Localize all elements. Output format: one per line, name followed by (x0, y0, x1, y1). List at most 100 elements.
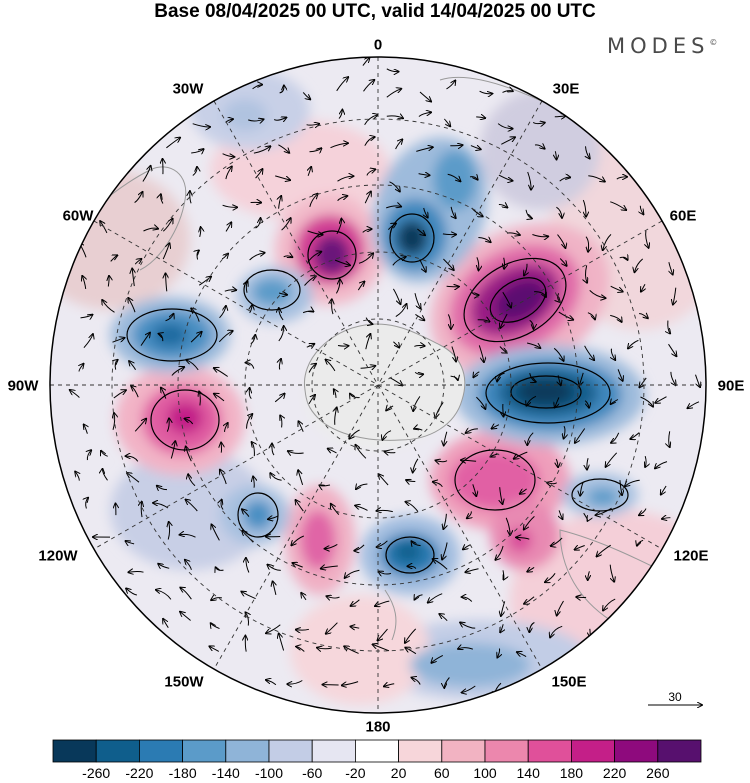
antarctica-outline (303, 323, 466, 441)
wind-arrow (575, 546, 585, 550)
wind-arrow (529, 372, 536, 382)
wind-arrow (688, 401, 700, 408)
wind-arrow (200, 227, 201, 238)
colorbar-label: 20 (390, 765, 407, 781)
colorbar-label: 60 (434, 765, 450, 781)
wind-arrow (635, 258, 644, 272)
wind-arrow (70, 390, 80, 398)
wind-arrow (447, 314, 451, 328)
wind-arrow (131, 386, 139, 398)
wind-arrow (500, 313, 508, 328)
wind-arrow (191, 308, 200, 322)
wind-arrow (317, 648, 332, 649)
wind-arrow (625, 479, 640, 486)
wind-arrow (413, 458, 419, 473)
modes-logo: MODES© (607, 34, 717, 58)
wind-arrow (579, 372, 583, 385)
wind-arrow (249, 388, 251, 400)
wind-arrow (127, 473, 140, 483)
wind-arrow (497, 123, 512, 129)
wind-arrow (113, 413, 115, 430)
wind-arrow (498, 174, 513, 181)
wind-arrow (266, 680, 277, 686)
wind-arrow (102, 300, 115, 313)
wind-arrow (373, 644, 390, 652)
wind-arrow (639, 508, 647, 516)
wind-arrow (502, 570, 504, 579)
wind-arrow (382, 430, 392, 440)
wind-arrow (100, 221, 108, 234)
wind-arrow (641, 283, 645, 291)
wind-arrow (358, 253, 373, 264)
wind-arrow (255, 218, 261, 229)
wind-arrow (287, 680, 303, 685)
wind-arrow (500, 487, 503, 504)
wind-arrow (462, 685, 476, 693)
wind-arrow (588, 175, 605, 182)
wind-arrow (557, 600, 564, 616)
wind-arrow (110, 255, 118, 262)
wind-arrow (418, 174, 430, 176)
wind-arrow (529, 622, 535, 633)
wind-arrow (502, 91, 513, 93)
wind-arrow (364, 115, 378, 125)
wind-arrow (334, 389, 336, 398)
wind-arrow (545, 573, 556, 582)
wind-arrow (386, 116, 403, 118)
wind-arrow (617, 369, 623, 381)
wind-arrow (668, 320, 670, 334)
wind-arrow (241, 592, 256, 600)
wind-arrow (460, 622, 476, 629)
wind-arrow (524, 263, 527, 276)
wind-arrow (309, 148, 322, 152)
wind-arrow (384, 684, 395, 687)
wind-arrow (345, 569, 360, 578)
wind-arrow (587, 458, 588, 469)
wind-arrow (639, 377, 647, 387)
wind-arrow (171, 367, 184, 376)
colorbar-swatch (354, 739, 399, 763)
wind-arrow (555, 397, 560, 407)
wind-arrow (375, 600, 390, 606)
wind-arrow (587, 312, 595, 320)
wind-arrow (199, 392, 200, 406)
map-title: Base 08/04/2025 00 UTC, valid 14/04/2025… (154, 1, 596, 22)
colorbar-swatch (225, 739, 270, 763)
wind-arrow (619, 257, 628, 260)
wind-arrow (517, 652, 527, 658)
wind-arrow (556, 458, 558, 467)
wind-arrow (428, 593, 443, 603)
wind-arrow (611, 348, 615, 360)
wind-arrow (395, 304, 407, 318)
wind-arrow (211, 623, 220, 630)
lon-label-150w: 150W (164, 673, 204, 691)
wind-arrow (186, 447, 192, 462)
wind-arrow (335, 280, 340, 294)
wind-arrow (302, 311, 313, 314)
wind-arrow (551, 537, 563, 546)
wind-arrow (646, 230, 649, 248)
wind-arrow (362, 58, 370, 66)
wind-arrow (586, 236, 589, 252)
wind-arrow (386, 406, 394, 411)
wind-arrow (415, 313, 424, 320)
wind-arrow (393, 341, 399, 348)
wind-arrow (424, 207, 428, 218)
wind-arrow (417, 228, 425, 235)
wind-arrow (129, 361, 136, 371)
wind-arrow (550, 625, 563, 637)
wind-arrow (250, 305, 253, 314)
wind-arrow (301, 593, 306, 601)
wind-arrow (606, 452, 618, 467)
wind-arrow (514, 451, 528, 459)
wind-arrow (492, 425, 500, 429)
wind-arrow (350, 627, 360, 629)
wind-arrow (467, 511, 472, 518)
wind-arrow (275, 175, 290, 180)
wind-arrow (326, 622, 338, 634)
wind-arrow (500, 624, 503, 632)
wind-arrow (280, 416, 282, 428)
wind-arrow (279, 359, 281, 370)
wind-arrow (220, 470, 227, 485)
wind-arrow (637, 539, 644, 545)
